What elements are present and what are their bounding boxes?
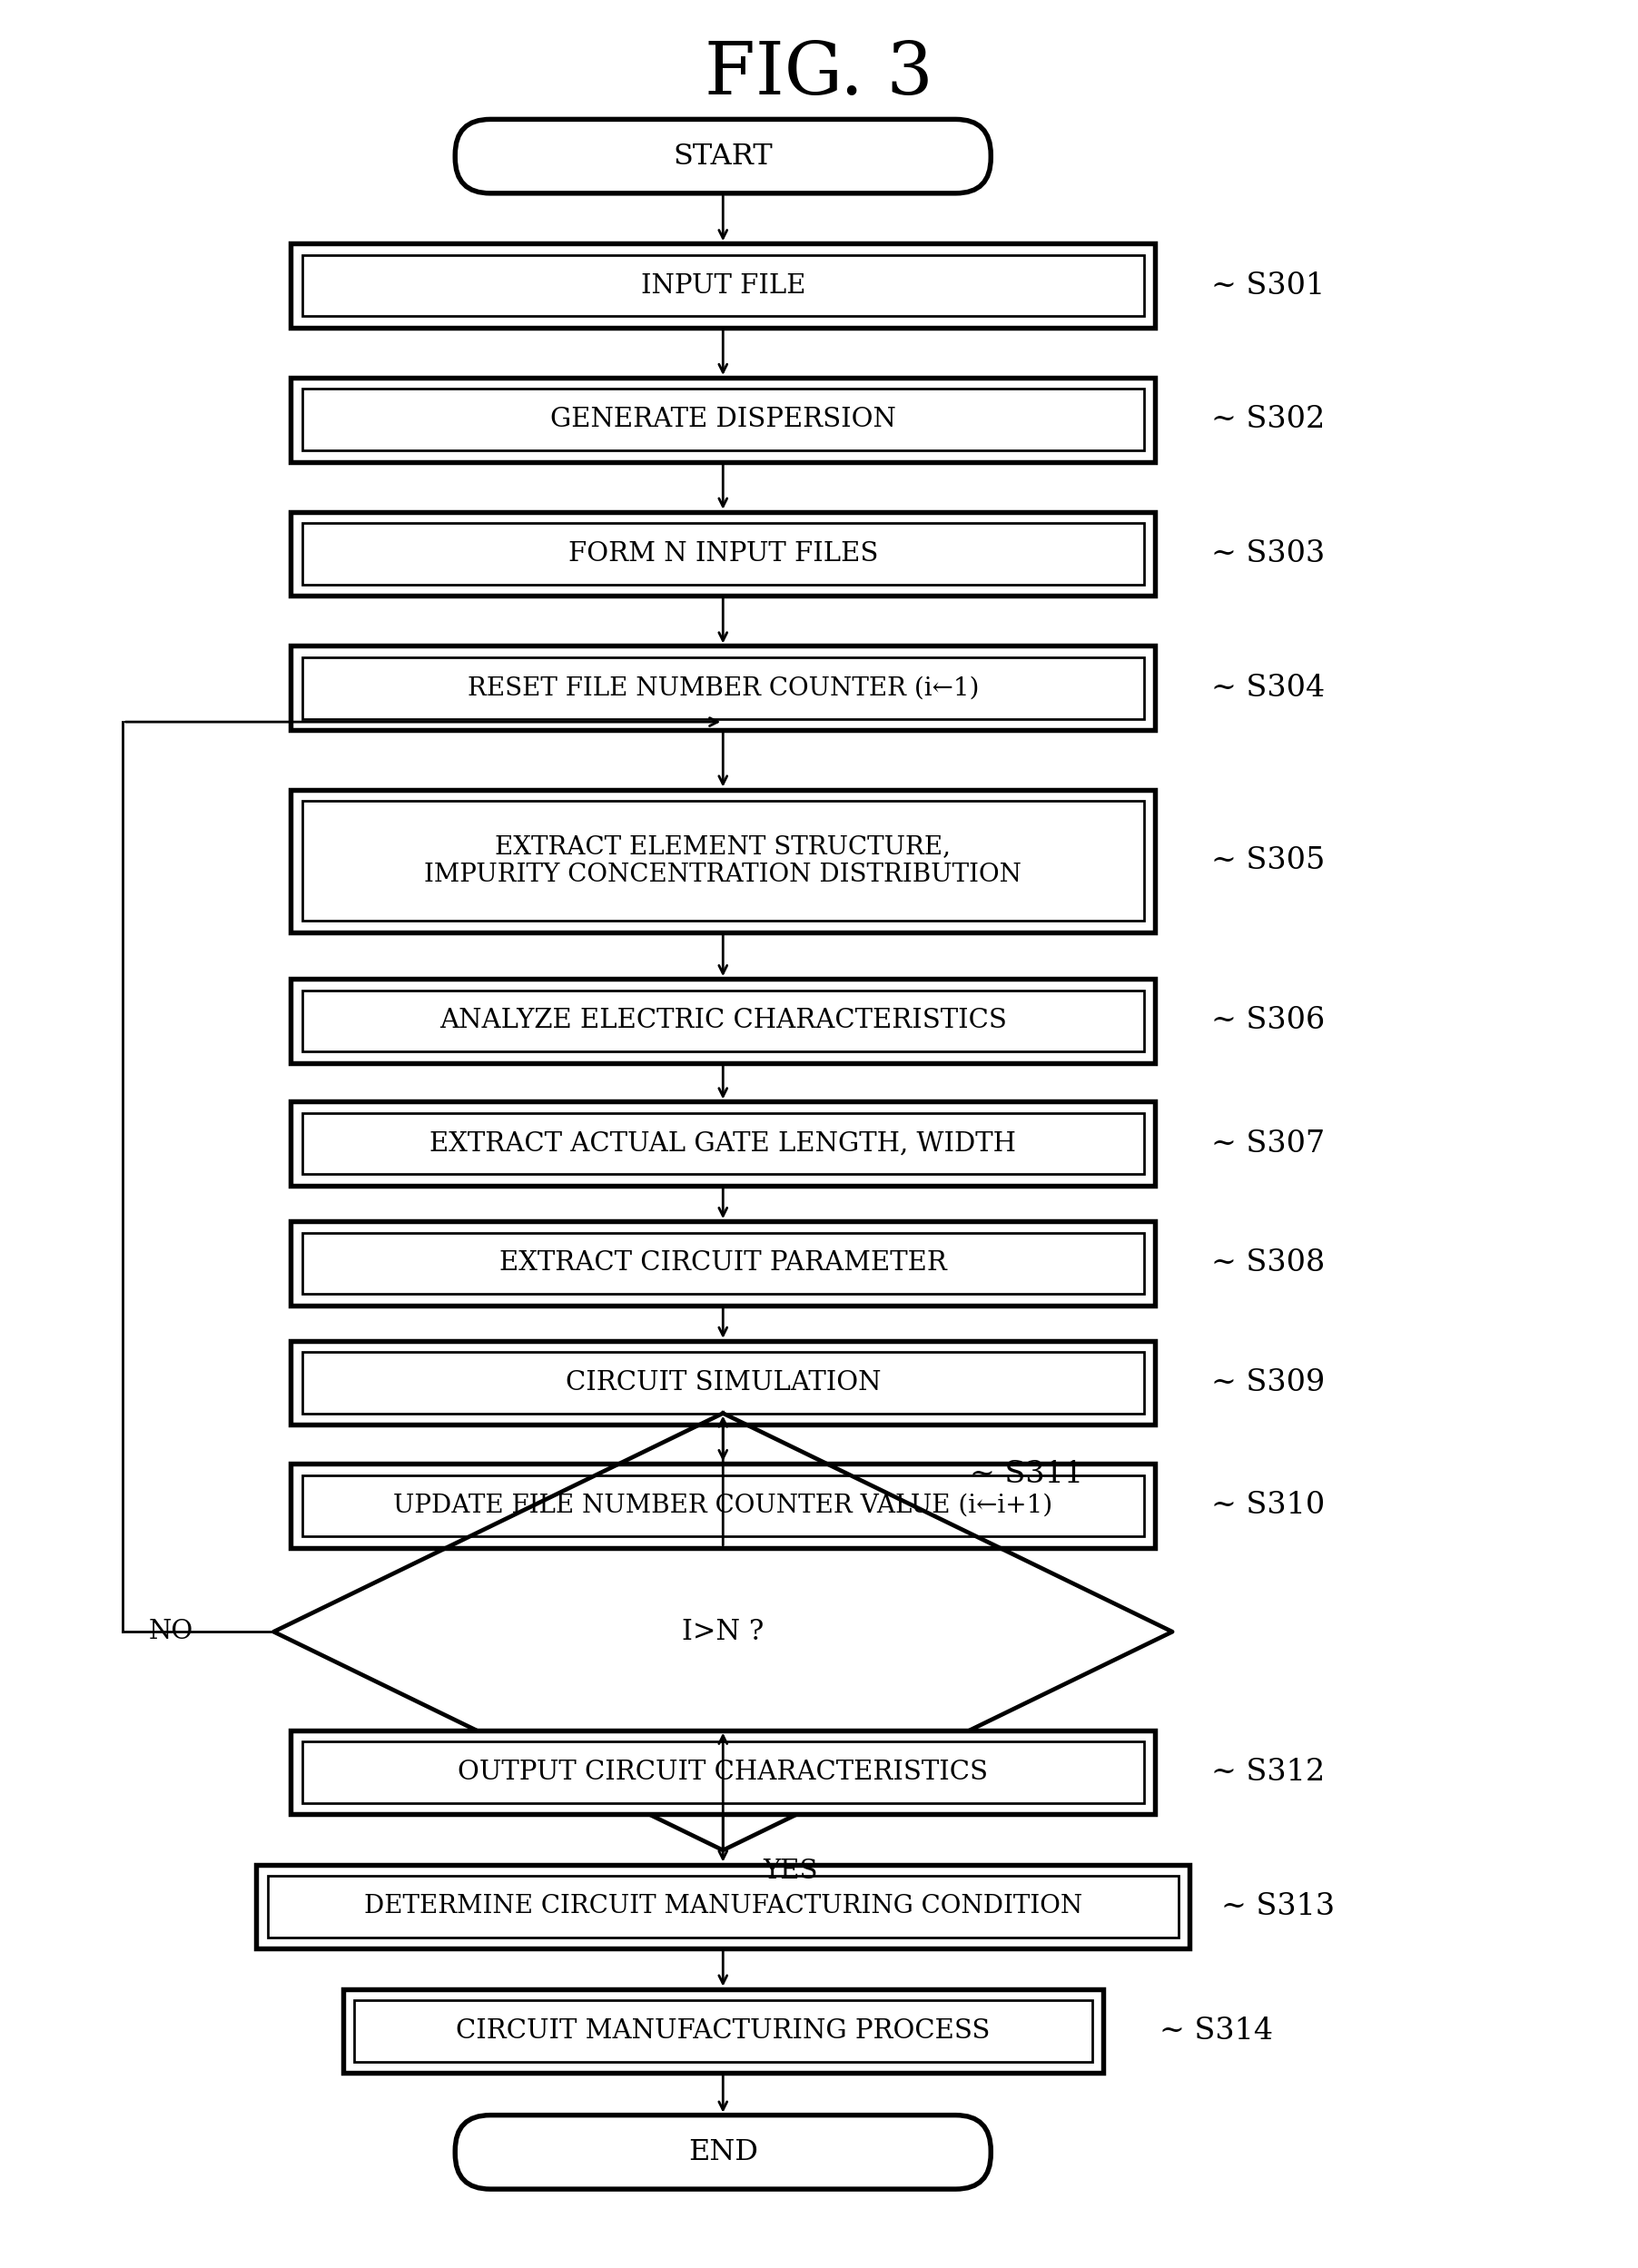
Text: EXTRACT ACTUAL GATE LENGTH, WIDTH: EXTRACT ACTUAL GATE LENGTH, WIDTH [429, 1132, 1016, 1157]
Text: DETERMINE CIRCUIT MANUFACTURING CONDITION: DETERMINE CIRCUIT MANUFACTURING CONDITIO… [364, 1894, 1083, 1919]
Text: ~ S314: ~ S314 [1160, 2016, 1273, 2046]
Text: CIRCUIT MANUFACTURING PROCESS: CIRCUIT MANUFACTURING PROCESS [455, 2019, 989, 2043]
Text: ~ S310: ~ S310 [1210, 1490, 1325, 1520]
Bar [301, 1352, 1143, 1413]
Text: ~ S301: ~ S301 [1210, 272, 1325, 299]
Text: EXTRACT CIRCUIT PARAMETER: EXTRACT CIRCUIT PARAMETER [500, 1250, 947, 1277]
Text: I>N ?: I>N ? [681, 1617, 763, 1647]
Bar [301, 390, 1143, 451]
Bar [301, 1114, 1143, 1175]
Text: ANALYZE ELECTRIC CHARACTERISTICS: ANALYZE ELECTRIC CHARACTERISTICS [439, 1009, 1007, 1034]
Text: ~ S313: ~ S313 [1222, 1892, 1335, 1921]
Text: CIRCUIT SIMULATION: CIRCUIT SIMULATION [565, 1370, 881, 1395]
Text: ~ S307: ~ S307 [1210, 1129, 1325, 1159]
FancyBboxPatch shape [455, 2116, 991, 2189]
Text: GENERATE DISPERSION: GENERATE DISPERSION [550, 406, 896, 433]
Text: ~ S308: ~ S308 [1210, 1250, 1325, 1277]
Text: ~ S304: ~ S304 [1210, 674, 1325, 703]
Text: RESET FILE NUMBER COUNTER (i←1): RESET FILE NUMBER COUNTER (i←1) [467, 676, 980, 701]
Bar [301, 991, 1143, 1052]
Text: YES: YES [763, 1857, 817, 1885]
Bar [301, 801, 1143, 921]
FancyBboxPatch shape [455, 120, 991, 193]
Bar [292, 1340, 1155, 1424]
Text: EXTRACT ELEMENT STRUCTURE,
IMPURITY CONCENTRATION DISTRIBUTION: EXTRACT ELEMENT STRUCTURE, IMPURITY CONC… [424, 835, 1022, 887]
Bar [292, 980, 1155, 1064]
Text: ~ S302: ~ S302 [1210, 406, 1325, 433]
Bar [301, 1232, 1143, 1295]
Text: NO: NO [149, 1619, 193, 1644]
Bar [292, 1730, 1155, 1814]
Text: FORM N INPUT FILES: FORM N INPUT FILES [568, 542, 878, 567]
Bar [292, 243, 1155, 327]
Text: ~ S312: ~ S312 [1210, 1758, 1325, 1787]
Text: ~ S305: ~ S305 [1210, 846, 1325, 875]
Bar [342, 1989, 1102, 2073]
Bar [292, 789, 1155, 932]
Bar [267, 1876, 1178, 1937]
Text: UPDATE FILE NUMBER COUNTER VALUE (i←i+1): UPDATE FILE NUMBER COUNTER VALUE (i←i+1) [393, 1492, 1053, 1517]
Text: FIG. 3: FIG. 3 [704, 39, 934, 111]
Text: START: START [673, 143, 773, 170]
Bar [292, 513, 1155, 596]
Bar [257, 1864, 1189, 1948]
Bar [301, 1742, 1143, 1803]
Bar [292, 1220, 1155, 1306]
Text: END: END [688, 2139, 758, 2166]
Bar [292, 646, 1155, 730]
Text: ~ S309: ~ S309 [1210, 1368, 1325, 1397]
Text: INPUT FILE: INPUT FILE [640, 272, 806, 299]
Bar [301, 658, 1143, 719]
Bar [301, 254, 1143, 315]
Text: ~ S311: ~ S311 [970, 1461, 1084, 1490]
Text: ~ S306: ~ S306 [1210, 1007, 1325, 1036]
Bar [292, 1102, 1155, 1186]
Bar [292, 1463, 1155, 1547]
Bar [301, 524, 1143, 585]
Bar [354, 2000, 1093, 2062]
Text: OUTPUT CIRCUIT CHARACTERISTICS: OUTPUT CIRCUIT CHARACTERISTICS [459, 1760, 988, 1785]
Bar [292, 379, 1155, 463]
Bar [301, 1474, 1143, 1535]
Text: ~ S303: ~ S303 [1210, 540, 1325, 569]
